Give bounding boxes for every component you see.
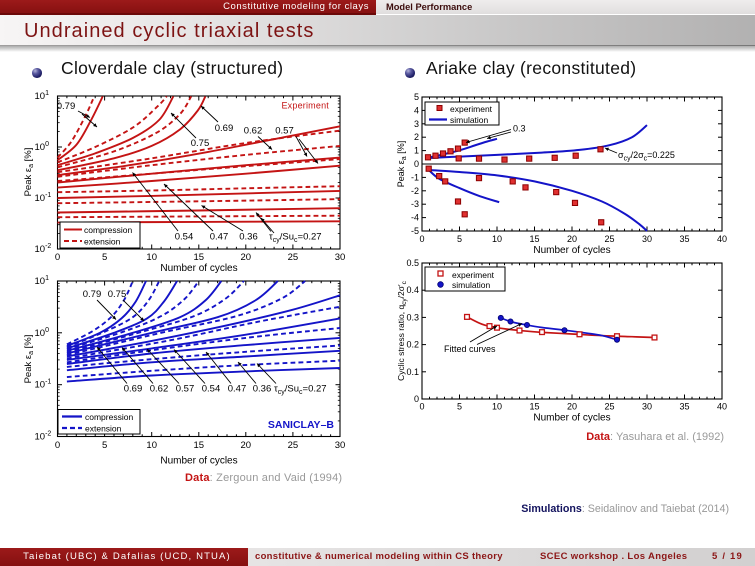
svg-text:Peak εa [%]: Peak εa [%]	[23, 148, 35, 197]
svg-text:10: 10	[492, 234, 502, 244]
svg-text:20: 20	[567, 402, 577, 412]
svg-text:25: 25	[288, 440, 299, 451]
svg-text:35: 35	[679, 402, 689, 412]
svg-text:0.75: 0.75	[191, 138, 210, 149]
svg-text:0.69: 0.69	[215, 123, 234, 134]
svg-text:Number of cycles: Number of cycles	[533, 245, 610, 256]
svg-text:30: 30	[335, 440, 346, 451]
svg-text:-3: -3	[411, 199, 419, 209]
svg-text:20: 20	[241, 440, 252, 451]
svg-text:15: 15	[529, 234, 539, 244]
svg-text:10: 10	[492, 402, 502, 412]
svg-text:5: 5	[457, 234, 462, 244]
svg-text:τcy/Suc=0.27: τcy/Suc=0.27	[269, 232, 322, 245]
svg-text:30: 30	[335, 252, 346, 263]
svg-text:101: 101	[35, 90, 50, 102]
svg-text:0.54: 0.54	[175, 232, 194, 243]
svg-text:0.79: 0.79	[57, 101, 76, 112]
svg-text:2: 2	[414, 132, 419, 142]
svg-text:1: 1	[414, 146, 419, 156]
svg-text:SANICLAY–B: SANICLAY–B	[268, 419, 335, 431]
svg-text:extension: extension	[84, 237, 121, 247]
svg-text:0: 0	[55, 440, 60, 451]
svg-text:0: 0	[419, 402, 424, 412]
svg-text:30: 30	[642, 234, 652, 244]
svg-text:0.54: 0.54	[202, 384, 221, 395]
svg-text:compression: compression	[85, 412, 133, 422]
svg-text:experiment: experiment	[452, 270, 495, 280]
svg-text:compression: compression	[84, 225, 132, 235]
svg-text:15: 15	[194, 252, 205, 263]
svg-text:0.36: 0.36	[253, 384, 272, 395]
svg-text:0.1: 0.1	[406, 367, 419, 377]
svg-text:0.75: 0.75	[108, 289, 127, 300]
svg-text:0.47: 0.47	[210, 232, 229, 243]
svg-text:5: 5	[102, 440, 107, 451]
svg-text:0.4: 0.4	[406, 285, 419, 295]
svg-text:0.57: 0.57	[176, 384, 195, 395]
svg-text:3: 3	[414, 119, 419, 129]
svg-text:experiment: experiment	[450, 104, 493, 114]
svg-text:100: 100	[35, 141, 50, 153]
svg-text:5: 5	[414, 92, 419, 102]
svg-text:extension: extension	[85, 424, 122, 434]
svg-text:Number of cycles: Number of cycles	[533, 413, 610, 424]
svg-text:10-1: 10-1	[35, 192, 52, 204]
svg-text:10: 10	[146, 252, 157, 263]
svg-text:30: 30	[642, 402, 652, 412]
svg-text:0.3: 0.3	[406, 312, 419, 322]
svg-text:Experiment: Experiment	[281, 101, 329, 111]
svg-text:Peak εa [%]: Peak εa [%]	[396, 141, 408, 187]
svg-text:0.47: 0.47	[228, 384, 247, 395]
svg-text:10: 10	[146, 440, 157, 451]
svg-text:0.3: 0.3	[513, 124, 526, 134]
svg-text:0.36: 0.36	[239, 232, 258, 243]
svg-text:0: 0	[55, 252, 60, 263]
svg-text:-5: -5	[411, 226, 419, 236]
svg-text:0.5: 0.5	[406, 258, 419, 268]
svg-text:15: 15	[529, 402, 539, 412]
svg-text:Number of cycles: Number of cycles	[160, 456, 237, 467]
svg-text:σcy/2σc=0.225: σcy/2σc=0.225	[618, 150, 675, 163]
svg-text:20: 20	[567, 234, 577, 244]
svg-text:101: 101	[35, 275, 50, 287]
svg-text:0.2: 0.2	[406, 340, 419, 350]
svg-text:Fitted curves: Fitted curves	[444, 344, 496, 354]
svg-text:simulation: simulation	[450, 115, 489, 125]
svg-text:Number of cycles: Number of cycles	[160, 263, 237, 274]
svg-text:-4: -4	[411, 213, 419, 223]
svg-text:40: 40	[717, 402, 727, 412]
svg-text:40: 40	[717, 234, 727, 244]
svg-text:-1: -1	[411, 172, 419, 182]
svg-text:15: 15	[194, 440, 205, 451]
svg-text:25: 25	[604, 234, 614, 244]
svg-text:5: 5	[457, 402, 462, 412]
svg-text:35: 35	[679, 234, 689, 244]
svg-text:0.79: 0.79	[83, 289, 102, 300]
svg-text:10-1: 10-1	[35, 379, 52, 391]
svg-text:0.69: 0.69	[124, 384, 143, 395]
svg-text:Peak εa [%]: Peak εa [%]	[23, 335, 35, 384]
svg-text:Cyclic stress ratio, qcy/2σ′c: Cyclic stress ratio, qcy/2σ′c	[396, 280, 408, 380]
svg-text:0: 0	[414, 159, 419, 169]
svg-text:25: 25	[288, 252, 299, 263]
svg-text:100: 100	[35, 327, 50, 339]
svg-text:0.57: 0.57	[275, 126, 294, 137]
svg-text:5: 5	[102, 252, 107, 263]
svg-text:25: 25	[604, 402, 614, 412]
svg-text:4: 4	[414, 105, 419, 115]
svg-text:τcy/Suc=0.27: τcy/Suc=0.27	[274, 384, 327, 397]
svg-text:simulation: simulation	[452, 280, 491, 290]
svg-text:-2: -2	[411, 186, 419, 196]
svg-text:0.62: 0.62	[244, 126, 263, 137]
svg-text:0.62: 0.62	[150, 384, 169, 395]
svg-text:0: 0	[414, 394, 419, 404]
svg-text:20: 20	[241, 252, 252, 263]
svg-text:0: 0	[419, 234, 424, 244]
svg-text:10-2: 10-2	[35, 243, 52, 255]
